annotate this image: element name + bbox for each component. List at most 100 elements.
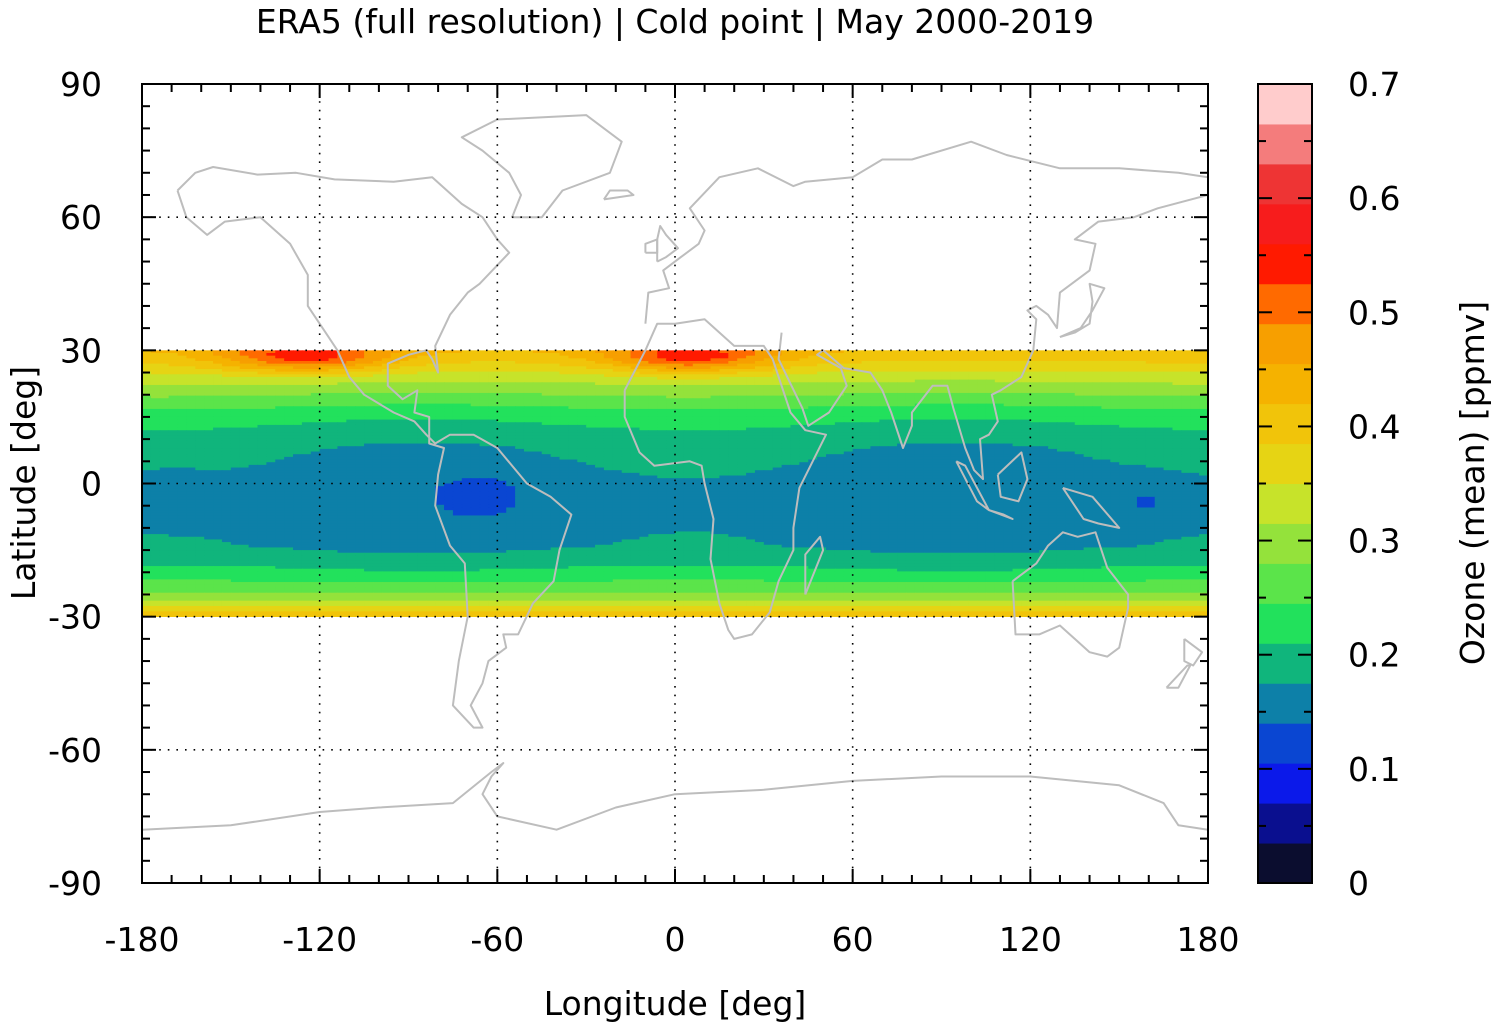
- field-cell: [595, 406, 605, 410]
- field-cell: [150, 384, 161, 389]
- field-cell: [675, 446, 685, 450]
- field-cell: [195, 416, 205, 421]
- field-cell: [977, 398, 987, 402]
- field-cell: [586, 459, 596, 463]
- field-cell: [1190, 424, 1200, 429]
- field-cell: [586, 358, 596, 362]
- field-cell: [1048, 414, 1058, 418]
- field-cell: [985, 414, 996, 418]
- field-cell: [230, 448, 241, 453]
- field-cell: [595, 435, 605, 439]
- field-cell: [870, 430, 880, 434]
- field-cell: [239, 408, 250, 413]
- field-cell: [390, 406, 401, 410]
- field-cell: [372, 403, 383, 407]
- field-cell: [861, 438, 872, 442]
- field-cell: [639, 459, 649, 463]
- field-cell: [746, 448, 756, 453]
- field-cell: [204, 406, 214, 410]
- field-cell: [417, 363, 427, 367]
- field-cell: [603, 456, 614, 461]
- field-cell: [257, 419, 267, 423]
- field-cell: [364, 424, 374, 429]
- field-cell: [1092, 363, 1102, 367]
- field-cell: [603, 435, 614, 439]
- field-cell: [826, 371, 836, 375]
- field-cell: [461, 382, 472, 386]
- field-cell: [754, 395, 765, 399]
- field-cell: [470, 384, 481, 389]
- field-cell: [621, 379, 632, 383]
- field-cell: [559, 459, 569, 463]
- field-cell: [977, 382, 987, 386]
- field-cell: [1145, 376, 1156, 381]
- field-cell: [195, 360, 205, 365]
- field-cell: [843, 443, 854, 447]
- field-cell: [719, 443, 729, 447]
- field-cell: [488, 403, 498, 407]
- field-cell: [461, 448, 472, 453]
- field-cell: [1172, 398, 1182, 402]
- field-cell: [595, 432, 605, 437]
- field-cell: [870, 374, 880, 378]
- field-cell: [817, 456, 827, 461]
- field-cell: [506, 403, 516, 407]
- field-cell: [239, 358, 250, 362]
- field-cell: [1056, 408, 1067, 413]
- field-cell: [1056, 424, 1067, 429]
- field-cell: [701, 387, 712, 391]
- field-cell: [772, 419, 783, 423]
- field-cell: [364, 438, 374, 442]
- field-cell: [257, 374, 267, 378]
- field-cell: [959, 355, 969, 359]
- field-cell: [221, 355, 232, 359]
- field-cell: [1021, 440, 1031, 445]
- field-cell: [1110, 400, 1120, 405]
- field-cell: [337, 408, 347, 413]
- field-cell: [701, 446, 712, 450]
- field-cell: [905, 400, 916, 405]
- field-cell: [897, 414, 907, 418]
- field-cell: [710, 379, 721, 383]
- field-cell: [728, 360, 738, 365]
- field-cell: [221, 398, 232, 402]
- field-cell: [1030, 398, 1040, 402]
- field-cell: [346, 374, 356, 378]
- field-cell: [230, 406, 241, 410]
- field-cell: [177, 424, 188, 429]
- field-cell: [666, 459, 676, 463]
- field-cell: [470, 451, 481, 455]
- field-cell: [479, 395, 490, 399]
- field-cell: [532, 350, 543, 354]
- field-cell: [790, 350, 800, 354]
- field-cell: [293, 454, 303, 458]
- field-cell: [1181, 451, 1191, 455]
- field-cell: [426, 390, 436, 394]
- field-cell: [1065, 350, 1076, 354]
- field-cell: [1136, 411, 1147, 415]
- field-cell: [701, 363, 712, 367]
- field-cell: [195, 374, 205, 378]
- field-cell: [612, 384, 623, 389]
- field-cell: [648, 374, 658, 378]
- field-cell: [1065, 366, 1076, 370]
- field-cell: [284, 440, 294, 445]
- field-cell: [444, 438, 454, 442]
- field-cell: [577, 419, 587, 423]
- field-cell: [417, 451, 427, 455]
- field-cell: [417, 403, 427, 407]
- field-cell: [213, 382, 223, 386]
- field-cell: [1110, 387, 1120, 391]
- field-cell: [1190, 379, 1200, 383]
- field-cell: [461, 438, 472, 442]
- field-cell: [577, 350, 587, 354]
- field-cell: [941, 438, 951, 442]
- field-cell: [701, 368, 712, 373]
- field-cell: [293, 416, 303, 421]
- field-cell: [621, 446, 632, 450]
- field-cell: [266, 432, 276, 437]
- field-cell: [586, 398, 596, 402]
- field-cell: [746, 454, 756, 458]
- field-cell: [905, 387, 916, 391]
- field-cell: [515, 398, 525, 402]
